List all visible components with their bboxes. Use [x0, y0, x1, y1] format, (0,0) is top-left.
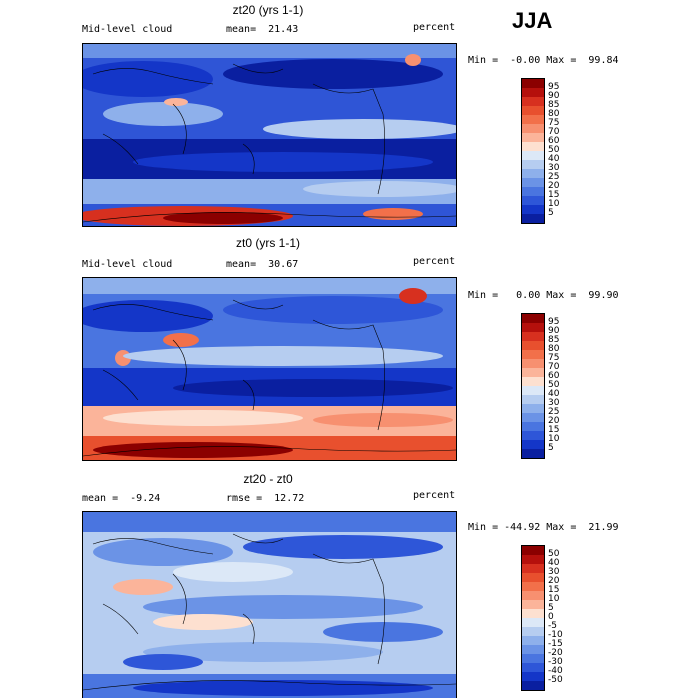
colorbar-tick: -5 — [548, 621, 557, 631]
map-field-zt0 — [83, 278, 456, 460]
units-label: percent — [413, 490, 456, 501]
colorbar-tick: 5 — [548, 208, 554, 218]
mean-label: mean= 21.43 — [226, 24, 299, 35]
season-label: JJA — [512, 8, 553, 33]
colorbar-tick: -20 — [548, 648, 563, 658]
colorbar-tick: 70 — [548, 362, 560, 372]
colorbar-tick: -50 — [548, 675, 563, 685]
colorbar-tick: 90 — [548, 326, 560, 336]
colorbar-tick: 30 — [548, 567, 560, 577]
panel-title: zt20 - zt0 — [243, 472, 293, 486]
colorbar-tick: 25 — [548, 407, 560, 417]
colorbar-tick: -10 — [548, 630, 563, 640]
colorbar-tick: 50 — [548, 549, 560, 559]
colorbar-tick: 85 — [548, 100, 560, 110]
colorbar-tick: 10 — [548, 434, 560, 444]
colorbar-tick: 60 — [548, 136, 560, 146]
colorbar-tick: 95 — [548, 317, 560, 327]
colorbar-tick: 20 — [548, 416, 560, 426]
colorbar-tick: 25 — [548, 172, 560, 182]
units-label: percent — [413, 22, 456, 33]
map-field-diff — [83, 512, 456, 698]
colorbar-tick: 30 — [548, 163, 560, 173]
map-diff — [82, 511, 457, 698]
colorbar-tick: 70 — [548, 127, 560, 137]
colorbar-zt0 — [521, 313, 545, 459]
colorbar-tick: 40 — [548, 389, 560, 399]
colorbar-tick: 40 — [548, 154, 560, 164]
mean-label: mean = -9.24 — [82, 493, 161, 504]
minmax-label: Min = -44.92 Max = 21.99 — [468, 522, 619, 533]
colorbar-tick: 80 — [548, 344, 560, 354]
colorbar-diff — [521, 545, 545, 691]
rmse-label: rmse = 12.72 — [226, 493, 305, 504]
colorbar-tick: 90 — [548, 91, 560, 101]
colorbar-tick: 95 — [548, 82, 560, 92]
colorbar-tick: 10 — [548, 594, 560, 604]
colorbar-tick: 20 — [548, 576, 560, 586]
map-zt0 — [82, 277, 457, 461]
field-label: Mid-level cloud — [82, 24, 173, 35]
colorbar-tick: -40 — [548, 666, 563, 676]
panel-title: zt0 (yrs 1-1) — [235, 236, 300, 250]
colorbar-tick: 20 — [548, 181, 560, 191]
colorbar-tick: 60 — [548, 371, 560, 381]
map-field-zt20 — [83, 44, 456, 226]
colorbar-tick: 50 — [548, 145, 560, 155]
colorbar-zt20 — [521, 78, 545, 224]
colorbar-tick: 75 — [548, 118, 560, 128]
colorbar-tick: 80 — [548, 109, 560, 119]
units-label: percent — [413, 256, 456, 267]
colorbar-tick: 40 — [548, 558, 560, 568]
colorbar-tick: 30 — [548, 398, 560, 408]
colorbar-tick: -15 — [548, 639, 563, 649]
colorbar-tick: -30 — [548, 657, 563, 667]
colorbar-tick: 15 — [548, 585, 560, 595]
colorbar-tick: 75 — [548, 353, 560, 363]
minmax-label: Min = -0.00 Max = 99.84 — [468, 55, 619, 66]
map-zt20 — [82, 43, 457, 227]
colorbar-tick: 85 — [548, 335, 560, 345]
colorbar-tick: 15 — [548, 190, 560, 200]
mean-label: mean= 30.67 — [226, 259, 299, 270]
panel-title: zt20 (yrs 1-1) — [232, 3, 304, 17]
colorbar-tick: 0 — [548, 612, 554, 622]
colorbar-tick: 5 — [548, 603, 554, 613]
field-label: Mid-level cloud — [82, 259, 173, 270]
colorbar-tick: 50 — [548, 380, 560, 390]
colorbar-tick: 10 — [548, 199, 560, 209]
minmax-label: Min = 0.00 Max = 99.90 — [468, 290, 619, 301]
colorbar-tick: 15 — [548, 425, 560, 435]
colorbar-tick: 5 — [548, 443, 554, 453]
